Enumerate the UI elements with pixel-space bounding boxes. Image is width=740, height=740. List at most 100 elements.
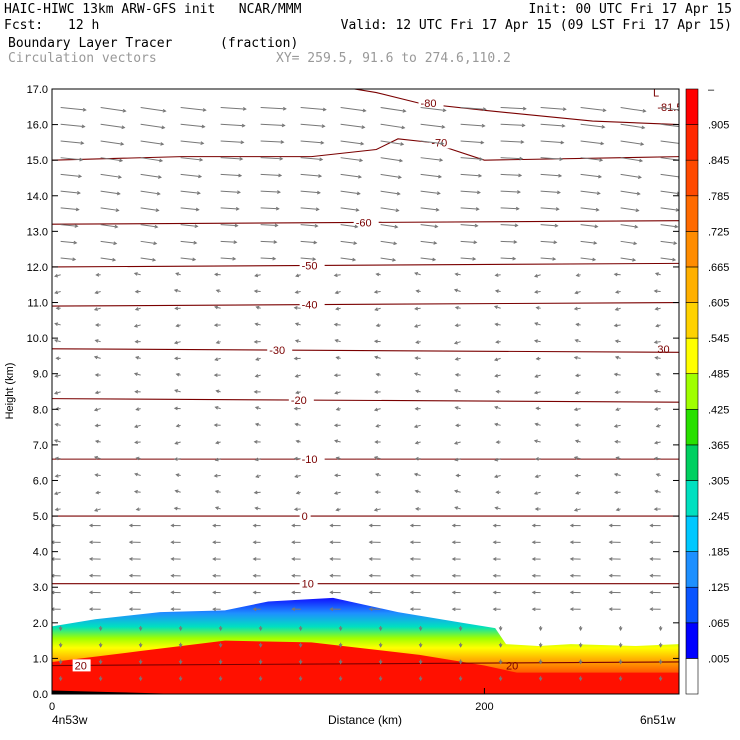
- x-right-endpoint-label: 6n51w: [640, 713, 676, 727]
- circulation-vector: [453, 288, 461, 293]
- colorbar-label: .485: [708, 369, 729, 381]
- contour-label: -40: [302, 300, 318, 312]
- circulation-vector: [174, 356, 181, 361]
- circulation-vector: [213, 473, 221, 478]
- circulation-vector: [293, 356, 301, 361]
- circulation-vector: [534, 456, 541, 461]
- circulation-vector: [214, 506, 221, 510]
- circulation-vector: [418, 642, 423, 648]
- circulation-vector: [374, 307, 381, 311]
- circulation-vector: [180, 123, 206, 129]
- circulation-vector: [540, 190, 561, 195]
- contour-label-background: [72, 659, 91, 672]
- circulation-vector: [215, 440, 221, 445]
- circulation-vector: [415, 340, 421, 344]
- circulation-vector: [140, 173, 162, 179]
- circulation-vector: [173, 406, 181, 411]
- circulation-vector: [94, 390, 101, 395]
- circulation-vector: [60, 207, 80, 212]
- circulation-vector: [378, 626, 383, 632]
- circulation-vector: [180, 190, 201, 195]
- circulation-vector: [409, 523, 421, 528]
- circulation-vector: [255, 357, 261, 361]
- circulation-vector: [253, 439, 261, 444]
- circulation-vector: [620, 240, 638, 246]
- colorbar-label: .545: [708, 333, 729, 345]
- circulation-vector: [335, 356, 341, 360]
- circulation-vector: [414, 306, 421, 311]
- circulation-vector: [608, 540, 621, 545]
- circulation-vector: [414, 406, 421, 411]
- circulation-vector: [534, 290, 541, 294]
- circulation-vector: [94, 290, 101, 295]
- circulation-vector: [574, 390, 581, 395]
- colorbar-label: .665: [708, 262, 729, 274]
- circulation-vector: [173, 340, 181, 345]
- circulation-vector: [214, 305, 221, 310]
- circulation-vector: [654, 356, 661, 360]
- circulation-vector: [335, 306, 341, 311]
- circulation-vector: [55, 356, 61, 361]
- contour-label: -60: [356, 218, 372, 230]
- circulation-vector: [213, 373, 221, 378]
- circulation-vector: [460, 223, 479, 228]
- colorbar-swatch: [685, 195, 699, 232]
- circulation-vector: [420, 240, 438, 245]
- circulation-vector: [140, 190, 161, 196]
- circulation-vector: [494, 373, 501, 378]
- circulation-vector: [180, 207, 200, 212]
- circulation-vector: [329, 590, 341, 595]
- circulation-vector: [93, 455, 101, 460]
- y-tick-label: 15.0: [27, 155, 48, 167]
- circulation-vector: [294, 474, 301, 479]
- circulation-vector: [574, 439, 581, 444]
- circulation-vector: [220, 240, 238, 245]
- circulation-vector: [300, 157, 324, 162]
- circulation-vector: [620, 157, 644, 163]
- circulation-vector: [220, 157, 244, 161]
- circulation-vector: [298, 659, 303, 665]
- cross-section-endpoints: XY= 259.5, 91.6 to 274.6,110.2: [276, 51, 511, 66]
- circulation-vector: [58, 642, 63, 648]
- circulation-vector: [578, 626, 583, 632]
- circulation-vector: [580, 190, 601, 196]
- contour-label-background: [267, 344, 293, 357]
- circulation-vector: [615, 407, 621, 412]
- circulation-vector: [569, 557, 581, 561]
- colorbar-swatch: [685, 444, 699, 481]
- y-tick-label: 0.0: [33, 689, 48, 701]
- circulation-vector: [460, 240, 478, 245]
- circulation-vector: [414, 489, 421, 494]
- x-axis-label: Distance (km): [328, 713, 402, 727]
- circulation-vector: [54, 338, 61, 343]
- circulation-vector: [254, 457, 261, 462]
- circulation-vector: [494, 273, 501, 277]
- circulation-vector: [252, 607, 261, 612]
- circulation-vector: [493, 305, 501, 309]
- circulation-vector: [175, 272, 181, 276]
- circulation-vector: [660, 107, 679, 111]
- circulation-vector: [375, 372, 381, 377]
- circulation-vector: [415, 506, 421, 511]
- circulation-vector: [380, 190, 401, 196]
- circulation-vector: [451, 607, 461, 612]
- circulation-vector: [538, 642, 543, 648]
- colorbar-swatch: [685, 408, 699, 446]
- circulation-vector: [340, 240, 358, 245]
- circulation-vector: [535, 406, 541, 411]
- circulation-vector: [53, 391, 61, 395]
- circulation-vector: [500, 123, 526, 128]
- circulation-vector: [458, 642, 463, 648]
- circulation-vector: [660, 257, 677, 262]
- circulation-vector: [291, 573, 301, 578]
- circulation-vector: [615, 456, 621, 460]
- circulation-vector: [620, 224, 639, 229]
- circulation-vector: [534, 322, 541, 326]
- colorbar-label: .185: [708, 547, 729, 559]
- circulation-vector: [252, 590, 261, 595]
- circulation-vector: [654, 272, 661, 276]
- circulation-vector: [374, 440, 381, 444]
- circulation-vector: [140, 140, 165, 146]
- circulation-vector: [88, 540, 101, 545]
- circulation-vector: [368, 607, 381, 612]
